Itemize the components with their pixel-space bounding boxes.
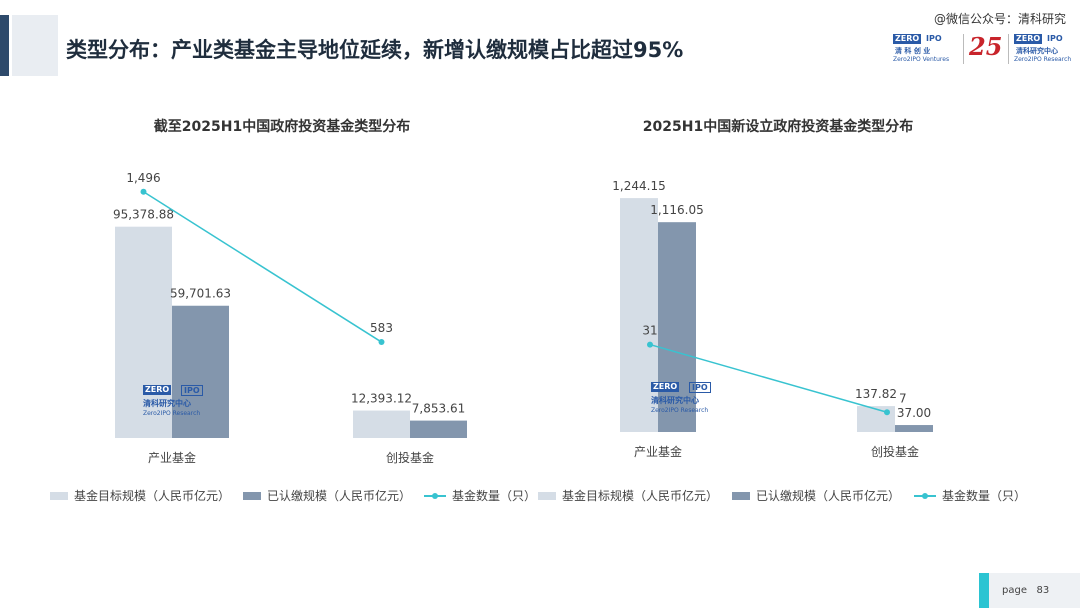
chart-left: 95,378.88 59,701.63 产业基金 12,393.127,853.61 创… [113,171,467,465]
legend-item-count: 基金数量（只） [424,487,536,504]
legend-label-target: 基金目标规模（人民币亿元） [74,489,231,503]
count-value-label: 31 [642,324,657,338]
venture-logo-ipo: IPO [926,34,942,43]
research-logo-cn: 清科研究中心 [1016,47,1058,55]
bar-value-label: 137.82 [855,387,897,401]
watermark-left: ZERO IPO 清科研究中心 Zero2IPO Research [143,385,203,423]
legend-swatch-target [538,491,556,500]
legend-item-paid: 已认缴规模（人民币亿元） [243,487,411,504]
watermark-ipo: IPO [181,385,203,396]
bar-value-label: 1,244.15 [612,179,665,193]
bar-target [857,406,895,432]
count-point [884,409,890,416]
bar-paid [895,425,933,432]
legend-label-count: 基金数量（只） [452,489,537,503]
legend-item-target: 基金目标规模（人民币亿元） [538,487,718,504]
watermark-en: Zero2IPO Research [651,407,709,414]
legend-item-count: 基金数量（只） [914,487,1026,504]
count-line [649,343,888,413]
count-point [140,188,147,195]
category-label: 产业基金 [634,444,682,459]
legend-label-count: 基金数量（只） [942,489,1027,503]
bar-target [115,226,172,438]
watermark-ipo: IPO [689,382,711,393]
research-logo-ipo: IPO [1047,34,1063,43]
watermark-cn: 清科研究中心 [651,396,699,405]
legend-swatch-count [424,491,446,501]
legend-item-paid: 已认缴规模（人民币亿元） [732,487,900,504]
bar-value-label: 1,116.05 [650,203,703,217]
page-number: page 83 [1002,585,1049,596]
page-number-value: 83 [1036,585,1050,596]
bar-paid [410,420,467,438]
bar-value-label: 95,378.88 [113,208,174,222]
legend-swatch-count [914,491,936,501]
research-logo-en: Zero2IPO Research [1014,56,1072,63]
venture-logo-cn: 清 科 创 业 [895,47,931,55]
category-label: 产业基金 [148,450,196,465]
count-value-label: 7 [899,391,907,405]
logo-divider [1008,34,1009,64]
page-number-box [989,573,1080,608]
legend-label-target: 基金目标规模（人民币亿元） [562,489,719,503]
count-value-label: 583 [370,321,393,335]
anniversary-logo: 25 [969,32,1003,61]
bar-value-label: 12,393.12 [351,392,412,406]
bar-paid [658,222,696,432]
count-point [647,341,653,348]
watermark-cn: 清科研究中心 [143,399,191,408]
watermark-right: ZERO IPO 清科研究中心 Zero2IPO Research [651,382,711,420]
chart-title-left: 截至2025H1中国政府投资基金类型分布 [153,119,411,135]
legend-label-paid: 已认缴规模（人民币亿元） [267,489,412,503]
logo-divider [963,34,964,64]
legend-swatch-paid [732,491,750,500]
bar-value-label: 7,853.61 [412,402,465,416]
page-accent [979,573,989,608]
legend-swatch-paid [243,491,261,500]
watermark-en: Zero2IPO Research [143,410,201,417]
title-accent-bar [0,15,9,76]
venture-logo-zero: ZERO [893,34,922,44]
watermark-zero: ZERO [651,382,680,392]
page-label: page [1002,585,1027,596]
legend-swatch-target [50,491,68,500]
wechat-tag: @微信公众号：清科研究 [933,12,1066,26]
category-label: 创投基金 [386,450,434,465]
count-point [378,339,385,346]
bar-target [353,410,410,438]
header-logos: ZERO IPO 清 科 创 业 Zero2IPO Ventures 25 ZE… [893,32,1072,64]
venture-logo-en: Zero2IPO Ventures [893,56,950,63]
bar-paid [172,305,229,438]
page-title: 类型分布：产业类基金主导地位延续，新增认缴规模占比超过95% [66,38,684,62]
bar-value-label: 37.00 [897,406,931,420]
count-value-label: 1,496 [126,171,160,185]
chart-title-right: 2025H1中国新设立政府投资基金类型分布 [642,119,914,135]
watermark-zero: ZERO [143,385,172,395]
bar-value-label: 59,701.63 [170,287,231,301]
legend-label-paid: 已认缴规模（人民币亿元） [756,489,901,503]
legend-item-target: 基金目标规模（人民币亿元） [50,487,230,504]
title-panel [12,15,58,76]
bar-target [620,198,658,432]
count-line [143,191,382,343]
research-logo-zero: ZERO [1014,34,1043,44]
category-label: 创投基金 [871,444,919,459]
